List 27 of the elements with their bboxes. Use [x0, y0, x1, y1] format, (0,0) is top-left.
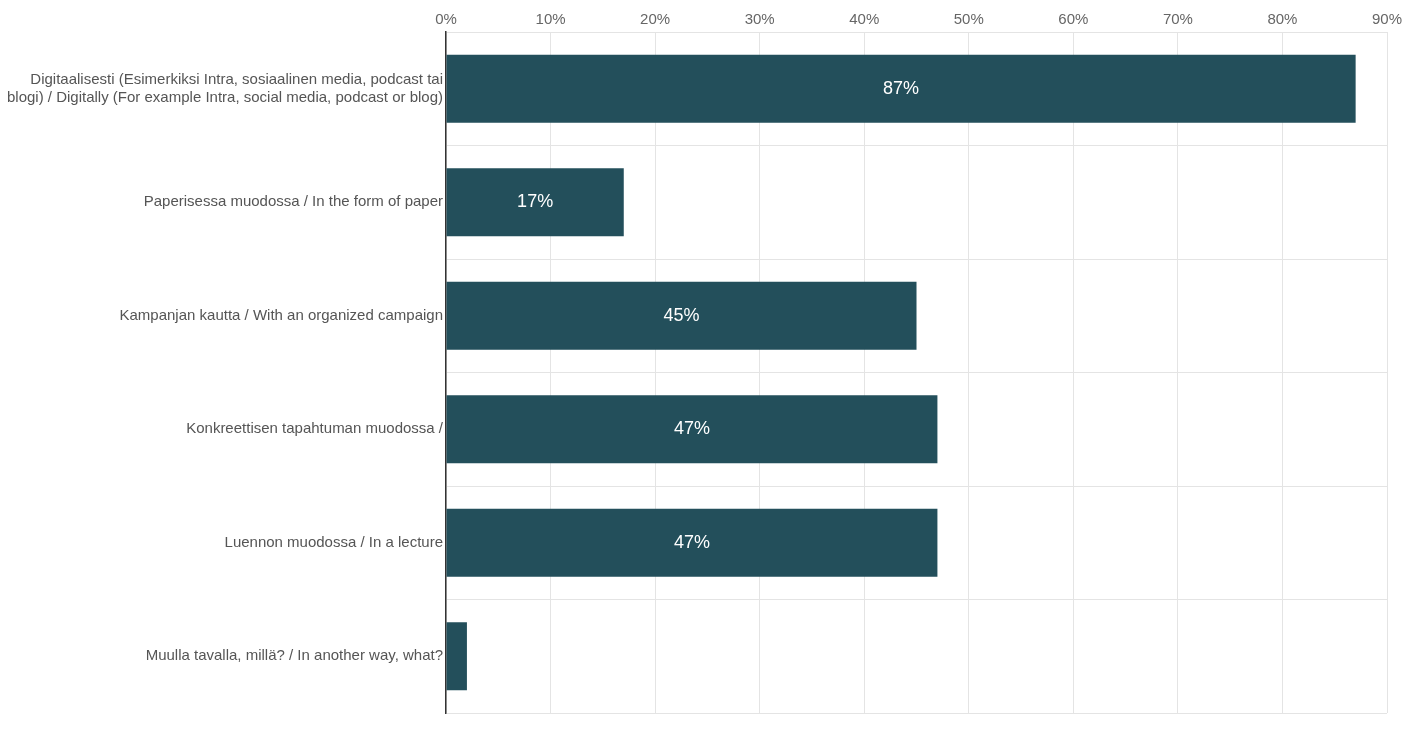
x-tick-label: 20%	[640, 10, 671, 28]
x-tick-label: 90%	[1371, 10, 1403, 28]
y-tick-label: Paperisessa muodossa / In the form of paper	[143, 192, 444, 210]
data-label: 47%	[673, 531, 710, 552]
bar	[446, 395, 938, 464]
y-tick-label: Luennon muodossa / In a lecture	[224, 532, 444, 550]
x-tick-label: 0%	[435, 10, 457, 28]
x-tick-label: 70%	[1162, 10, 1193, 28]
data-label: 17%	[517, 191, 554, 212]
x-tick-label: 40%	[849, 10, 880, 28]
data-label: 47%	[673, 418, 710, 439]
x-tick-label: 80%	[1267, 10, 1298, 28]
x-tick-label: 10%	[535, 10, 566, 28]
bar	[446, 168, 624, 237]
x-tick-label: 50%	[953, 10, 984, 28]
y-tick-label: Kampanjan kautta / With an organized campaign	[119, 305, 444, 323]
y-tick-label: Muulla tavalla, millä? / In another way, what?	[145, 646, 444, 664]
y-tick-label: Digitaalisesti (Esimerkiksi Intra, sosiaalinen media, podcast tai blogi) / Digitally (For example Intra, social media, podcast or blog)	[6, 69, 444, 105]
x-tick-label: 60%	[1058, 10, 1089, 28]
bar	[446, 622, 467, 691]
bar	[446, 508, 938, 577]
y-tick-label: Konkreettisen tapahtuman muodossa /	[186, 419, 444, 437]
data-label: 87%	[883, 77, 920, 98]
x-tick-label: 30%	[744, 10, 775, 28]
bar	[446, 54, 1356, 123]
bar	[446, 281, 917, 350]
data-label: 45%	[663, 304, 700, 325]
